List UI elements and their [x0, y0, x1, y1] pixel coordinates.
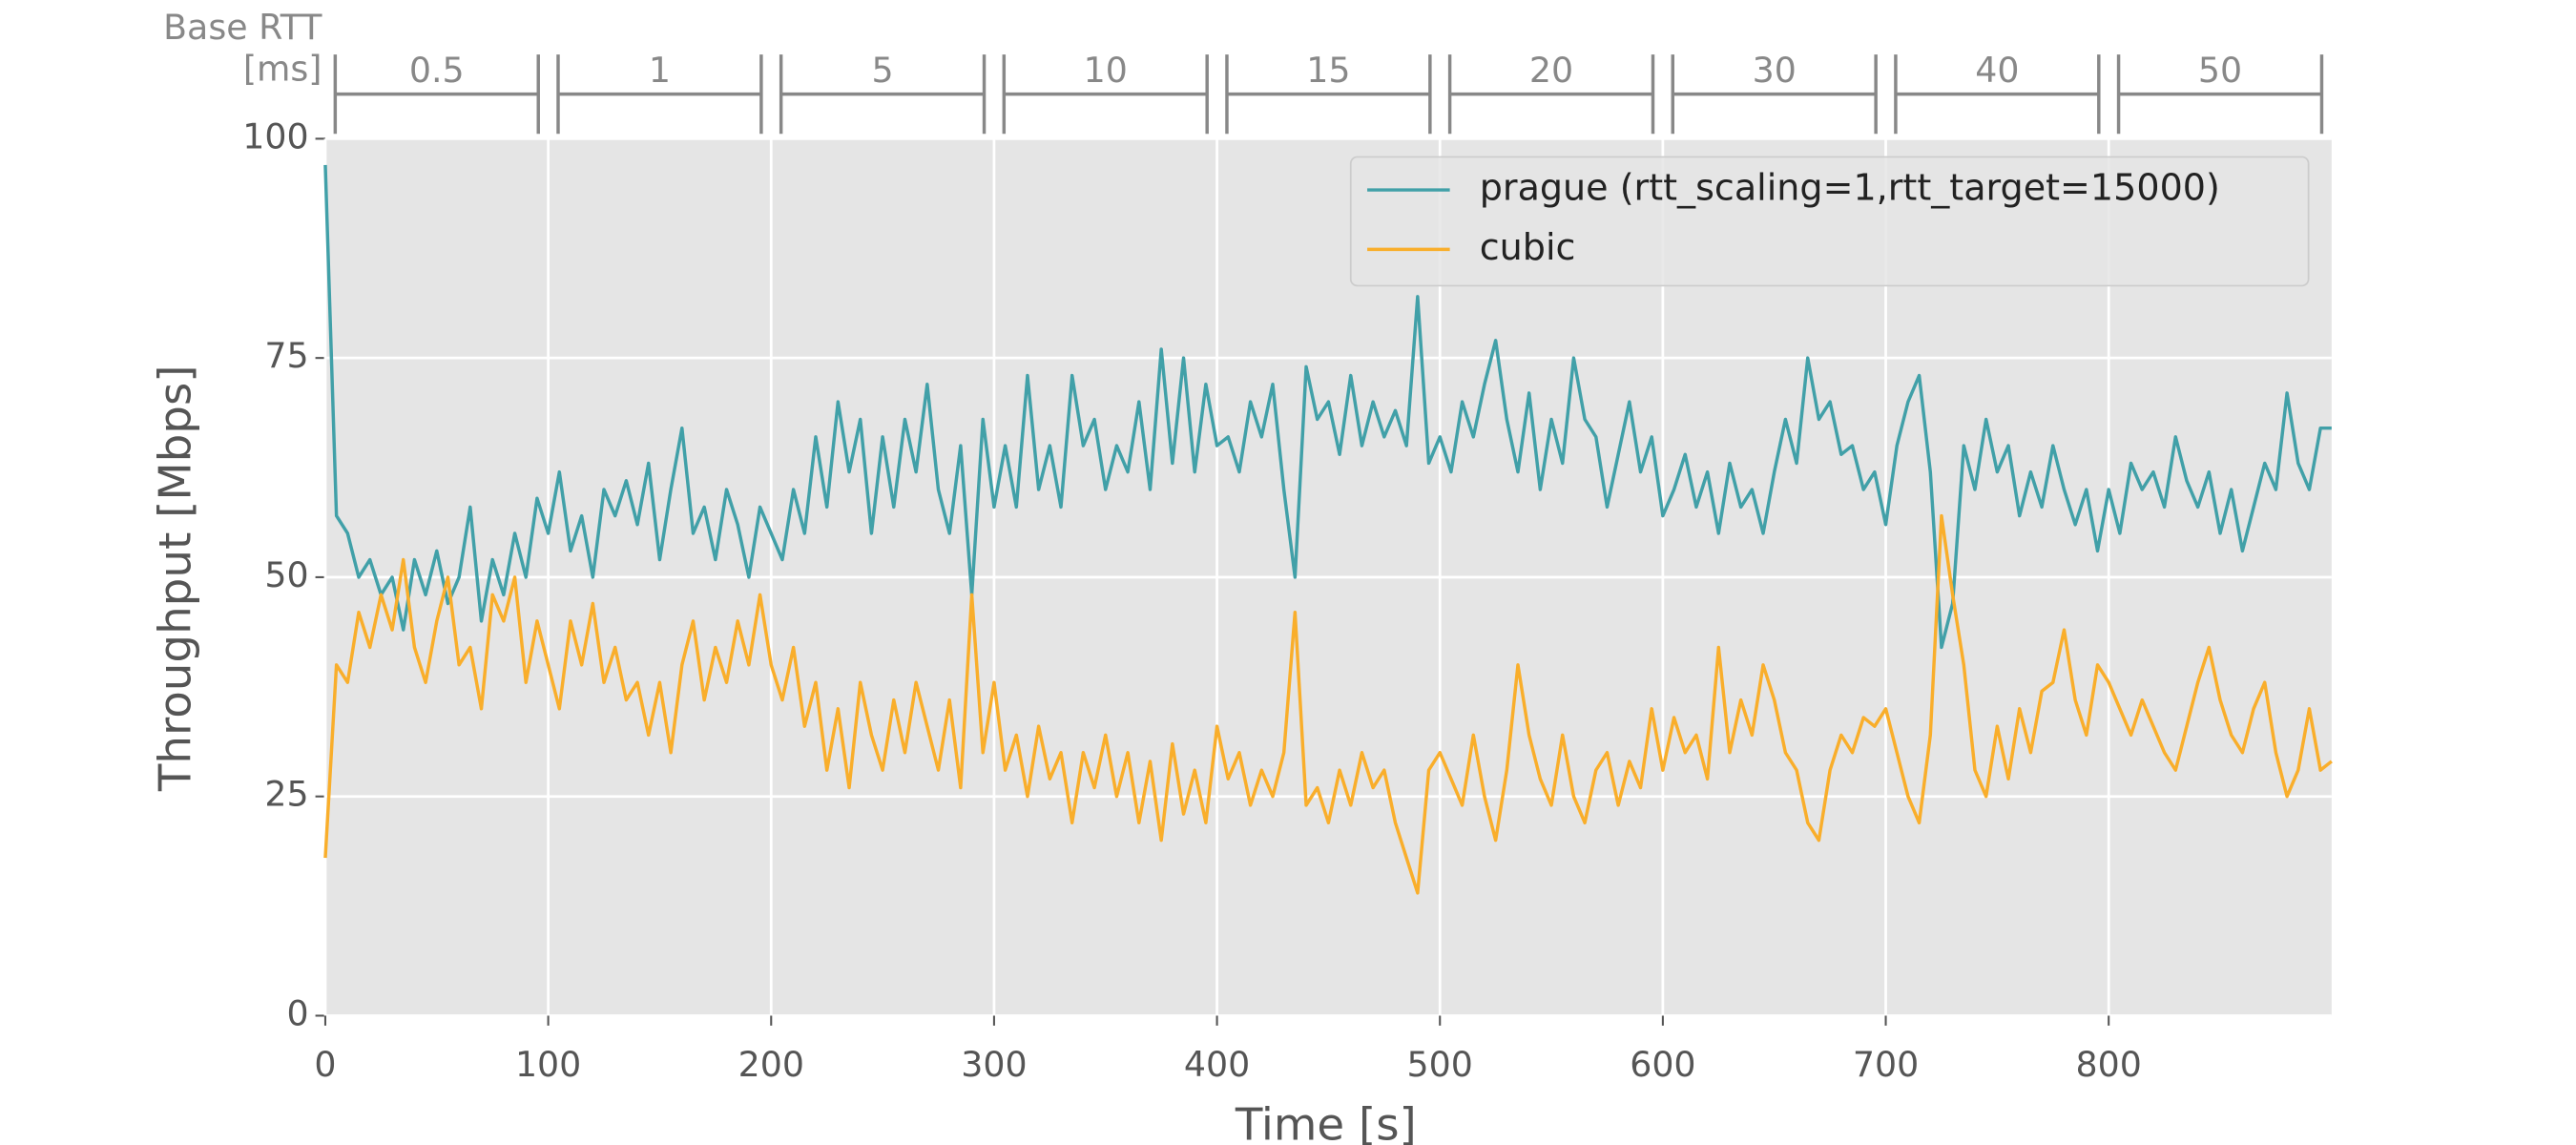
x-tick-label: 500 — [1407, 1044, 1473, 1085]
rtt-label: 15 — [1306, 50, 1350, 91]
y-tick-label: 100 — [242, 115, 308, 156]
legend-box — [1349, 156, 2310, 287]
rtt-label: 30 — [1753, 50, 1797, 91]
x-tick-label: 800 — [2076, 1044, 2142, 1085]
rtt-label: 1 — [649, 50, 671, 91]
rtt-label: 5 — [872, 50, 894, 91]
x-tick-label: 300 — [961, 1044, 1027, 1085]
rtt-label: 0.5 — [409, 50, 465, 91]
x-tick-label: 400 — [1184, 1044, 1250, 1085]
y-tick-label: 0 — [287, 992, 309, 1033]
x-tick-label: 700 — [1853, 1044, 1919, 1085]
y-axis-label: Throughput [Mbps] — [150, 364, 201, 792]
rtt-unit: [ms] — [243, 48, 322, 89]
y-tick-label: 25 — [264, 774, 308, 815]
legend-label: prague (rtt_scaling=1,rtt_target=15000) — [1480, 167, 2220, 209]
x-tick-label: 0 — [314, 1044, 336, 1085]
y-tick-label: 50 — [264, 554, 308, 595]
rtt-label: 20 — [1529, 50, 1573, 91]
y-tick-label: 75 — [264, 335, 308, 376]
x-tick-label: 600 — [1630, 1044, 1695, 1085]
legend-label: cubic — [1480, 226, 1576, 268]
rtt-label: 40 — [1975, 50, 2019, 91]
rtt-label: 10 — [1084, 50, 1128, 91]
rtt-label: 50 — [2198, 50, 2242, 91]
series-line — [323, 164, 2332, 650]
series-line — [323, 513, 2333, 895]
x-axis-label: Time [s] — [1235, 1100, 1417, 1145]
x-tick-label: 100 — [515, 1044, 581, 1085]
rtt-title: Base RTT — [163, 7, 322, 48]
x-tick-label: 200 — [738, 1044, 804, 1085]
